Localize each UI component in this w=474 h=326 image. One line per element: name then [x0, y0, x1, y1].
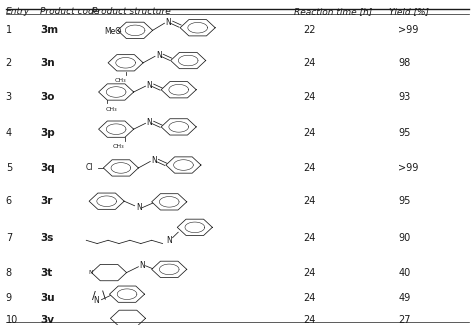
Text: CH₃: CH₃ — [113, 144, 124, 149]
Text: 24: 24 — [303, 268, 316, 278]
Text: 3m: 3m — [40, 25, 58, 35]
Text: 24: 24 — [303, 233, 316, 243]
Text: 24: 24 — [303, 92, 316, 102]
Text: MeO: MeO — [104, 27, 121, 37]
Text: 3s: 3s — [40, 233, 54, 243]
Text: Entry: Entry — [6, 7, 30, 16]
Text: CH₃: CH₃ — [106, 107, 117, 112]
Text: 24: 24 — [303, 293, 316, 303]
Text: 27: 27 — [398, 315, 410, 325]
Text: >99: >99 — [398, 25, 419, 35]
Text: 3n: 3n — [40, 58, 55, 68]
Text: Cl: Cl — [85, 163, 93, 172]
Text: 3u: 3u — [40, 293, 55, 303]
Text: >99: >99 — [398, 163, 419, 173]
Text: 3r: 3r — [40, 196, 53, 206]
Text: 3t: 3t — [40, 268, 53, 278]
Text: Yield [%]: Yield [%] — [389, 7, 428, 16]
Text: 90: 90 — [398, 233, 410, 243]
Text: 7: 7 — [6, 233, 12, 243]
Text: N: N — [93, 296, 99, 305]
Text: 98: 98 — [398, 58, 410, 68]
Text: 40: 40 — [398, 268, 410, 278]
Text: ∕: ∕ — [92, 291, 96, 302]
Text: 6: 6 — [6, 196, 12, 206]
Text: 24: 24 — [303, 128, 316, 138]
Text: N: N — [136, 203, 142, 212]
Text: 3: 3 — [6, 92, 12, 102]
Text: N: N — [156, 51, 162, 60]
Text: 3q: 3q — [40, 163, 55, 173]
Text: 3o: 3o — [40, 92, 55, 102]
Text: N: N — [146, 81, 152, 90]
Text: 9: 9 — [6, 293, 12, 303]
Text: N: N — [139, 261, 145, 270]
Text: Product code: Product code — [40, 7, 100, 16]
Text: 4: 4 — [6, 128, 12, 138]
Text: N: N — [151, 156, 157, 165]
Text: 1: 1 — [6, 25, 12, 35]
Text: 93: 93 — [398, 92, 410, 102]
Text: N: N — [146, 118, 152, 127]
Text: N: N — [165, 18, 171, 27]
Text: 22: 22 — [303, 25, 316, 35]
Text: CH₃: CH₃ — [115, 78, 127, 83]
Text: 8: 8 — [6, 268, 12, 278]
Text: Product structure: Product structure — [92, 7, 171, 16]
Text: Reaction time [h]: Reaction time [h] — [294, 7, 372, 16]
Text: 95: 95 — [398, 128, 410, 138]
Text: 3v: 3v — [40, 315, 55, 325]
Text: 3p: 3p — [40, 128, 55, 138]
Text: 49: 49 — [398, 293, 410, 303]
Text: N: N — [88, 270, 93, 275]
Text: 95: 95 — [398, 196, 410, 206]
Text: 2: 2 — [6, 58, 12, 68]
Text: 24: 24 — [303, 163, 316, 173]
Text: N: N — [166, 236, 172, 245]
Text: 24: 24 — [303, 58, 316, 68]
Text: 24: 24 — [303, 315, 316, 325]
Text: 10: 10 — [6, 315, 18, 325]
Text: 5: 5 — [6, 163, 12, 173]
Text: ∖: ∖ — [100, 291, 107, 302]
Text: 24: 24 — [303, 196, 316, 206]
